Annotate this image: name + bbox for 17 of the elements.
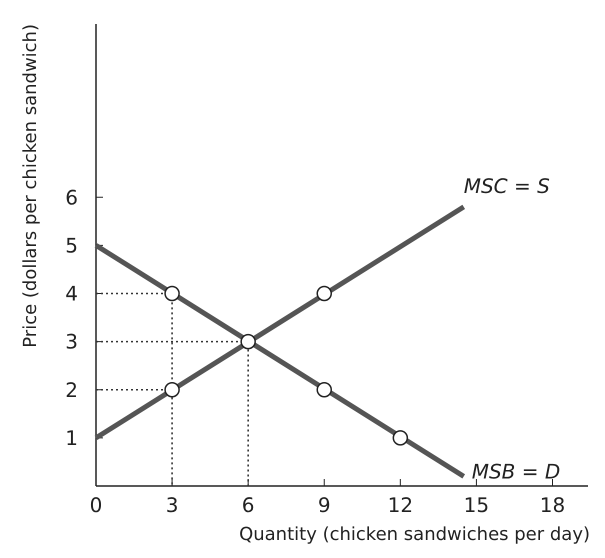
x-tick-label: 12 <box>388 493 414 517</box>
y-tick-label: 5 <box>65 233 78 258</box>
series-label: MSB = D <box>472 459 560 484</box>
x-tick-label: 15 <box>464 493 490 517</box>
y-tick-label: 2 <box>65 378 78 402</box>
y-tick-label: 4 <box>65 282 78 306</box>
y-tick-label: 3 <box>65 330 78 354</box>
y-tick-label: 1 <box>65 426 78 450</box>
y-axis-title: Price (dollars per chicken sandwich) <box>20 24 41 348</box>
x-tick-label: 6 <box>242 493 255 517</box>
y-tick-label: 6 <box>65 185 78 210</box>
x-tick-label: 0 <box>90 493 102 517</box>
x-tick-label: 18 <box>540 493 566 517</box>
series-label: MSC = S <box>464 174 550 198</box>
x-tick-label: 9 <box>318 493 331 517</box>
x-axis-title: Quantity (chicken sandwiches per day) <box>239 524 590 545</box>
x-tick-label: 3 <box>166 493 178 517</box>
